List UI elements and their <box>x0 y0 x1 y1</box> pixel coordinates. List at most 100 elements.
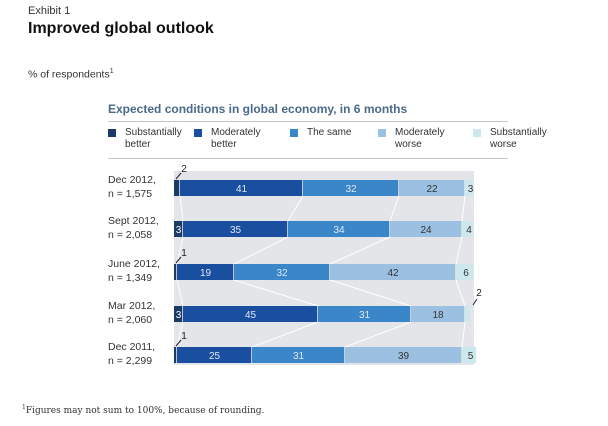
data-label: 42 <box>387 268 399 279</box>
row-label: n = 2,299 <box>108 355 152 367</box>
legend-label: Moderately worse <box>395 127 445 150</box>
callout-tick <box>175 256 182 264</box>
legend-swatch <box>108 129 116 137</box>
bar-segment <box>462 347 477 363</box>
data-label: 25 <box>209 351 221 362</box>
legend-swatch <box>194 129 202 137</box>
data-label: 1 <box>181 248 187 259</box>
bar-segment <box>183 221 288 237</box>
data-label: 3 <box>468 184 474 195</box>
row-label: Dec 2012, <box>108 174 156 186</box>
row-label: n = 2,060 <box>108 314 152 326</box>
connector-line <box>233 236 289 265</box>
row-label: June 2012, <box>108 258 160 270</box>
connector-line <box>455 279 466 307</box>
bar-segment <box>234 264 330 280</box>
connector-line <box>176 236 184 265</box>
exhibit-label: Exhibit 1 <box>28 5 71 17</box>
data-label: 4 <box>466 225 472 236</box>
data-label: 2 <box>181 164 187 175</box>
data-label: 2 <box>476 288 482 299</box>
row-label: n = 1,575 <box>108 188 152 200</box>
bar-segment <box>462 221 474 237</box>
chart-title: Expected conditions in global economy, i… <box>108 102 408 116</box>
connector-line <box>329 236 391 265</box>
footnote-mark: 1 <box>22 404 26 411</box>
bar-segment <box>174 264 177 280</box>
bar-segment <box>183 306 318 322</box>
connector-line <box>344 321 412 348</box>
bar-segment <box>345 347 462 363</box>
data-label: 34 <box>333 225 345 236</box>
connector-line <box>461 321 466 348</box>
connector-line <box>389 195 400 222</box>
data-label: 32 <box>345 184 357 195</box>
bar-segment <box>465 180 474 196</box>
callout-tick <box>472 298 478 306</box>
data-label: 31 <box>359 310 371 321</box>
legend-label: Substantially better <box>125 127 182 150</box>
row-label: Mar 2012, <box>108 300 155 312</box>
data-label: 24 <box>420 225 432 236</box>
unit-footnote-mark: 1 <box>109 68 114 75</box>
data-label: 19 <box>200 268 212 279</box>
data-label: 31 <box>293 351 305 362</box>
legend-label: Substantially worse <box>490 127 547 150</box>
data-label: 6 <box>463 268 469 279</box>
legend: Substantially better Moderately better The s… <box>108 127 547 157</box>
bar-segment <box>456 264 474 280</box>
data-label: 18 <box>432 310 444 321</box>
legend-label: The same <box>307 127 352 138</box>
data-label: 1 <box>181 331 187 342</box>
bar-segment <box>177 264 234 280</box>
unit-text: % of respondents <box>28 68 110 81</box>
bar-segment <box>390 221 462 237</box>
connector-line <box>179 195 184 222</box>
bar-segment <box>174 180 180 196</box>
callout-tick <box>175 172 182 180</box>
bar-segment <box>411 306 465 322</box>
unit-label: % of respondents1 <box>28 68 114 81</box>
legend-swatch <box>378 129 386 137</box>
row-label: Sept 2012, <box>108 215 159 227</box>
data-label: 41 <box>236 184 248 195</box>
bar-segment <box>177 347 252 363</box>
title-divider <box>108 121 508 122</box>
data-label: 32 <box>276 268 288 279</box>
bar-segment <box>330 264 456 280</box>
connector-line <box>233 279 319 307</box>
bar-segment <box>180 180 303 196</box>
bar-segment <box>174 347 177 363</box>
connector-line <box>176 279 184 307</box>
bar-segment <box>399 180 465 196</box>
legend-swatch <box>473 129 481 137</box>
data-label: 45 <box>245 310 257 321</box>
data-label: 3 <box>176 310 182 321</box>
row-label: n = 2,058 <box>108 229 152 241</box>
legend-label: Moderately better <box>211 127 261 150</box>
connector-line <box>287 195 304 222</box>
connector-line <box>455 236 463 265</box>
connector-line <box>329 279 412 307</box>
row-label: Dec 2011, <box>108 341 155 353</box>
bar-segment <box>303 180 399 196</box>
data-label: 22 <box>426 184 438 195</box>
exhibit-title: Improved global outlook <box>28 20 214 37</box>
callout-tick <box>175 339 182 347</box>
legend-swatch <box>290 129 298 137</box>
legend-divider <box>108 158 508 159</box>
bar-segment <box>252 347 345 363</box>
footnote-text: Figures may not sum to 100%, because of … <box>25 406 265 416</box>
bar-segment <box>318 306 411 322</box>
row-label: n = 1,349 <box>108 272 152 284</box>
data-label: 3 <box>176 225 182 236</box>
bar-segment <box>465 306 471 322</box>
connector-line <box>251 321 319 348</box>
footnote: 1Figures may not sum to 100%, because of… <box>22 404 264 416</box>
bar-segment <box>288 221 390 237</box>
bar-segment <box>174 221 183 237</box>
connector-line <box>461 195 466 222</box>
bar-segment <box>174 306 183 322</box>
data-label: 5 <box>468 351 474 362</box>
